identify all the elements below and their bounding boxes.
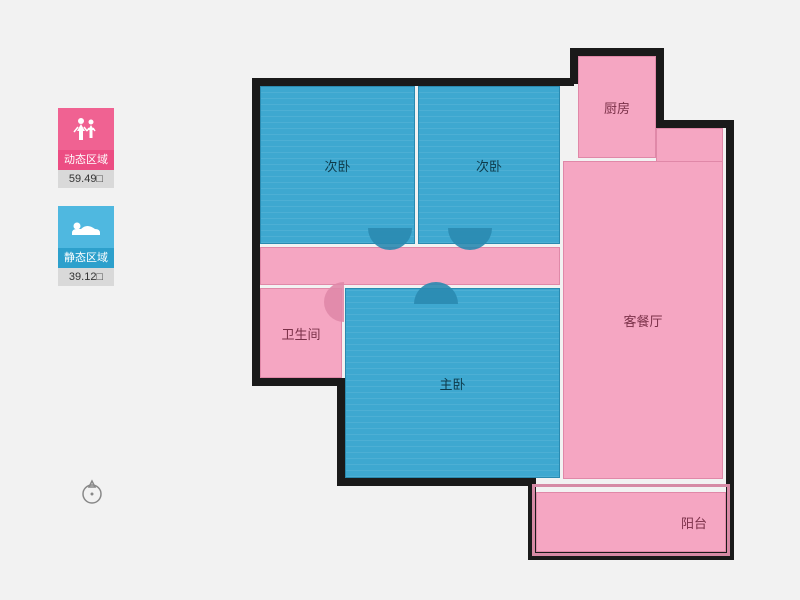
wall — [570, 48, 662, 56]
people-icon — [58, 108, 114, 150]
room-label: 卫生间 — [281, 324, 320, 343]
legend-dynamic-label: 动态区域 — [58, 150, 114, 170]
wall — [252, 378, 342, 386]
room-label: 次卧 — [476, 156, 502, 175]
wall — [558, 78, 574, 86]
legend-panel: 动态区域 59.49□ 静态区域 39.12□ — [58, 108, 114, 304]
room-kitchen: 厨房 — [578, 56, 656, 158]
room-label: 厨房 — [604, 98, 630, 117]
door-arc-icon — [324, 282, 344, 322]
door-arc-icon — [368, 228, 412, 250]
wall — [656, 120, 734, 128]
sleep-icon — [58, 206, 114, 248]
room-master-bedroom: 主卧 — [345, 288, 560, 478]
wall — [252, 78, 564, 86]
room-living-ext — [656, 128, 723, 164]
room-living-dining: 客餐厅 — [563, 161, 723, 479]
legend-static-label: 静态区域 — [58, 248, 114, 268]
room-label: 客餐厅 — [623, 311, 662, 330]
legend-static-value: 39.12□ — [58, 268, 114, 286]
room-bedroom-secondary-b: 次卧 — [418, 86, 560, 244]
legend-dynamic-value: 59.49□ — [58, 170, 114, 188]
floorplan: 厨房 次卧 次卧 卫生间 主卧 客餐厅 阳台 — [218, 24, 738, 584]
wall — [252, 78, 260, 378]
room-hallway — [260, 247, 560, 285]
room-label: 次卧 — [324, 156, 350, 175]
compass-icon — [78, 478, 106, 506]
legend-static: 静态区域 39.12□ — [58, 206, 114, 286]
wall — [656, 48, 664, 126]
door-arc-icon — [414, 282, 458, 304]
wall — [337, 378, 345, 482]
legend-dynamic: 动态区域 59.49□ — [58, 108, 114, 188]
wall — [337, 478, 532, 486]
room-label: 主卧 — [439, 374, 465, 393]
balcony-rail — [532, 484, 730, 556]
door-arc-icon — [448, 228, 492, 250]
room-bedroom-secondary-a: 次卧 — [260, 86, 415, 244]
